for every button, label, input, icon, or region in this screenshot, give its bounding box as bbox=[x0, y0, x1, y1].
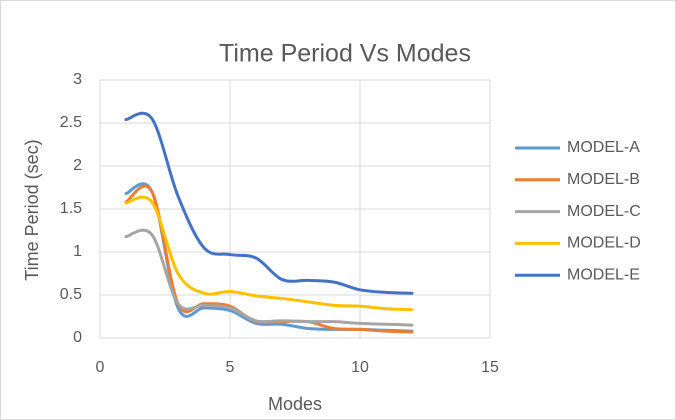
series-line bbox=[124, 111, 414, 295]
legend-label: MODEL-A bbox=[567, 139, 640, 156]
y-axis-label: Time Period (sec) bbox=[22, 139, 42, 280]
y-tick-label: 2.5 bbox=[60, 114, 82, 131]
x-tick-label: 0 bbox=[96, 359, 105, 376]
x-axis-label: Modes bbox=[268, 394, 322, 414]
x-tick-label: 15 bbox=[481, 359, 499, 376]
series-line bbox=[124, 195, 414, 312]
x-tick-label: 10 bbox=[351, 359, 369, 376]
legend-label: MODEL-D bbox=[567, 235, 641, 252]
x-tick-label: 5 bbox=[226, 359, 235, 376]
y-tick-label: 1 bbox=[73, 243, 82, 260]
y-tick-label: 3 bbox=[73, 71, 82, 88]
y-tick-label: 0.5 bbox=[60, 286, 82, 303]
y-tick-label: 2 bbox=[73, 157, 82, 174]
legend-label: MODEL-E bbox=[567, 266, 640, 283]
y-tick-label: 1.5 bbox=[60, 200, 82, 217]
series-line bbox=[124, 228, 414, 327]
y-tick-label: 0 bbox=[73, 329, 82, 346]
chart-title: Time Period Vs Modes bbox=[219, 40, 471, 68]
legend-label: MODEL-B bbox=[567, 171, 640, 188]
legend-label: MODEL-C bbox=[567, 203, 641, 220]
